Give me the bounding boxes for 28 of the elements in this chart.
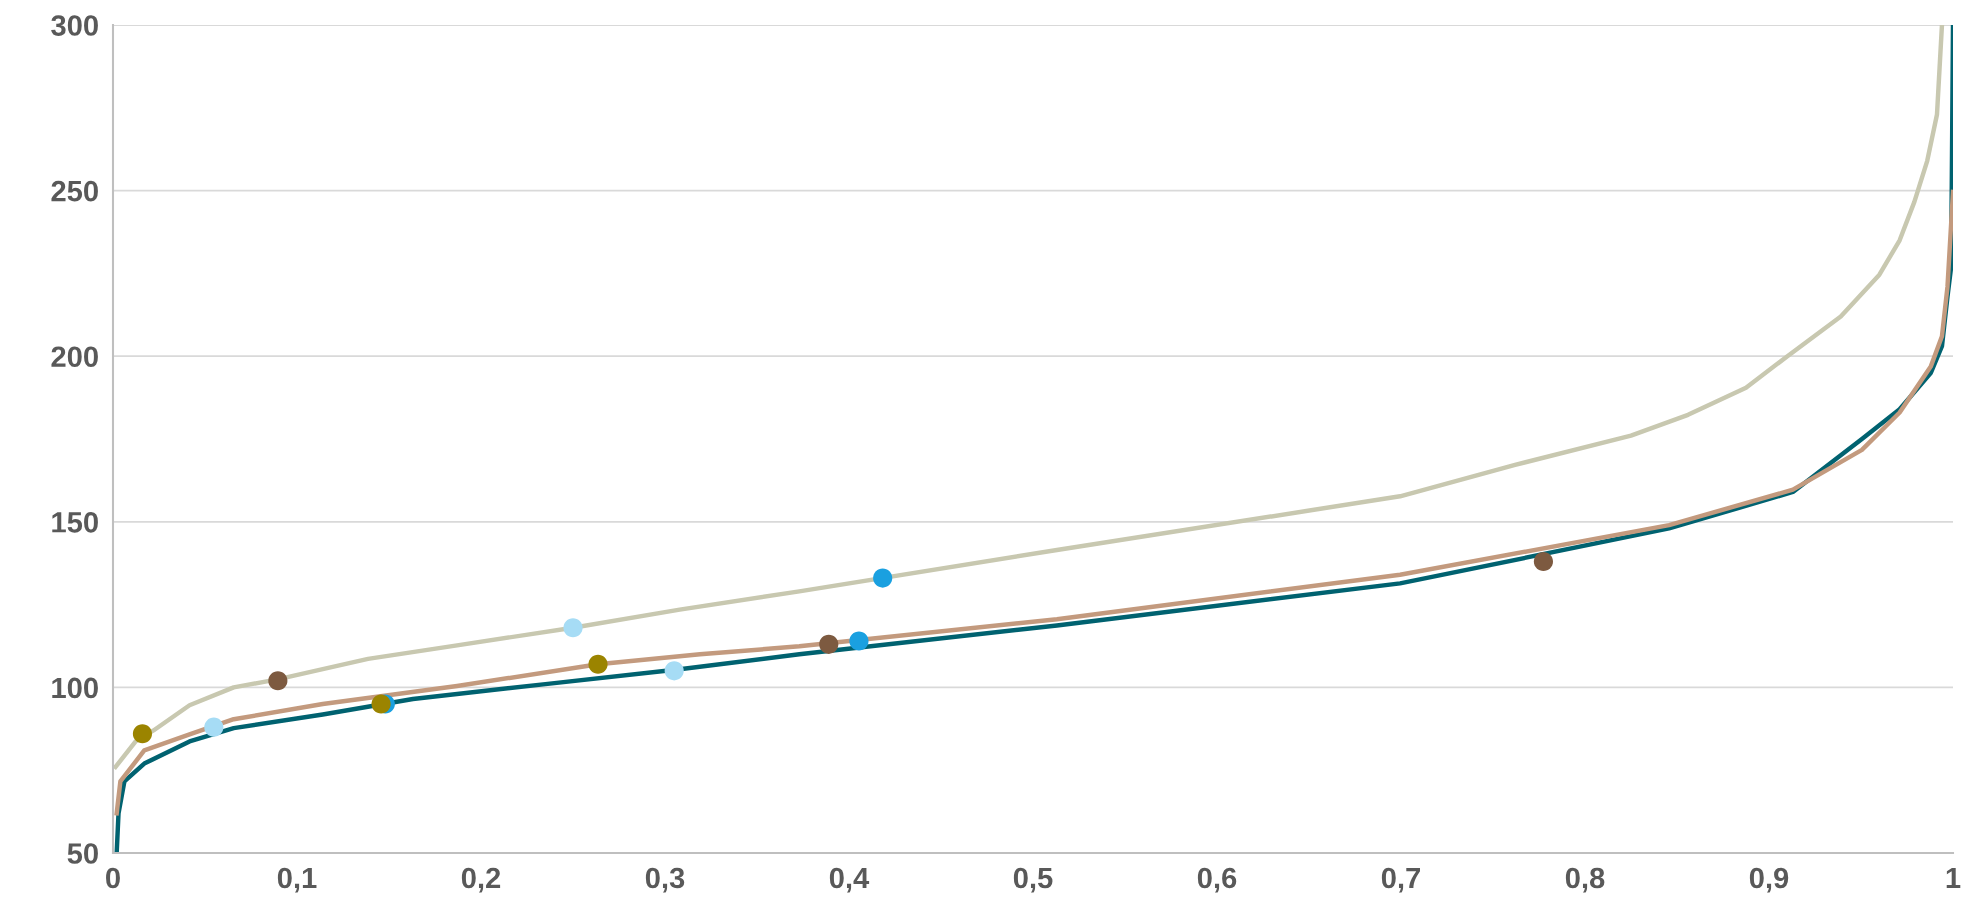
point (664, 661, 684, 681)
line-series (114, 189, 1953, 816)
x-tick-label: 0,8 (1565, 867, 1605, 893)
point (132, 724, 153, 744)
y-tick-label: 300 (51, 15, 98, 36)
point (1533, 551, 1553, 572)
y-tick-label: 150 (52, 512, 98, 533)
y-tick-label: 100 (52, 677, 98, 699)
point (268, 671, 288, 691)
x-tick-label: 0,6 (1197, 867, 1237, 893)
point (849, 631, 869, 651)
x-tick-label: 0,9 (1749, 867, 1789, 893)
x-tick-label: 0,5 (1013, 867, 1053, 893)
point (204, 717, 224, 737)
point (563, 618, 583, 638)
point (873, 568, 893, 588)
y-tick-label: 250 (51, 180, 98, 202)
y-tick-label: 200 (51, 346, 98, 368)
y-tick-label: 50 (67, 843, 98, 864)
x-tick-label: 0,4 (829, 867, 870, 893)
x-tick-label: 1 (1946, 867, 1961, 889)
point (588, 654, 608, 674)
x-tick-label: 0,7 (1381, 867, 1420, 893)
point (819, 634, 839, 654)
x-tick-label: 0,2 (461, 867, 501, 893)
x-tick-label: 0,3 (645, 867, 685, 893)
x-tick-label: 0 (106, 867, 120, 889)
x-tick-label: 0,1 (277, 867, 317, 893)
